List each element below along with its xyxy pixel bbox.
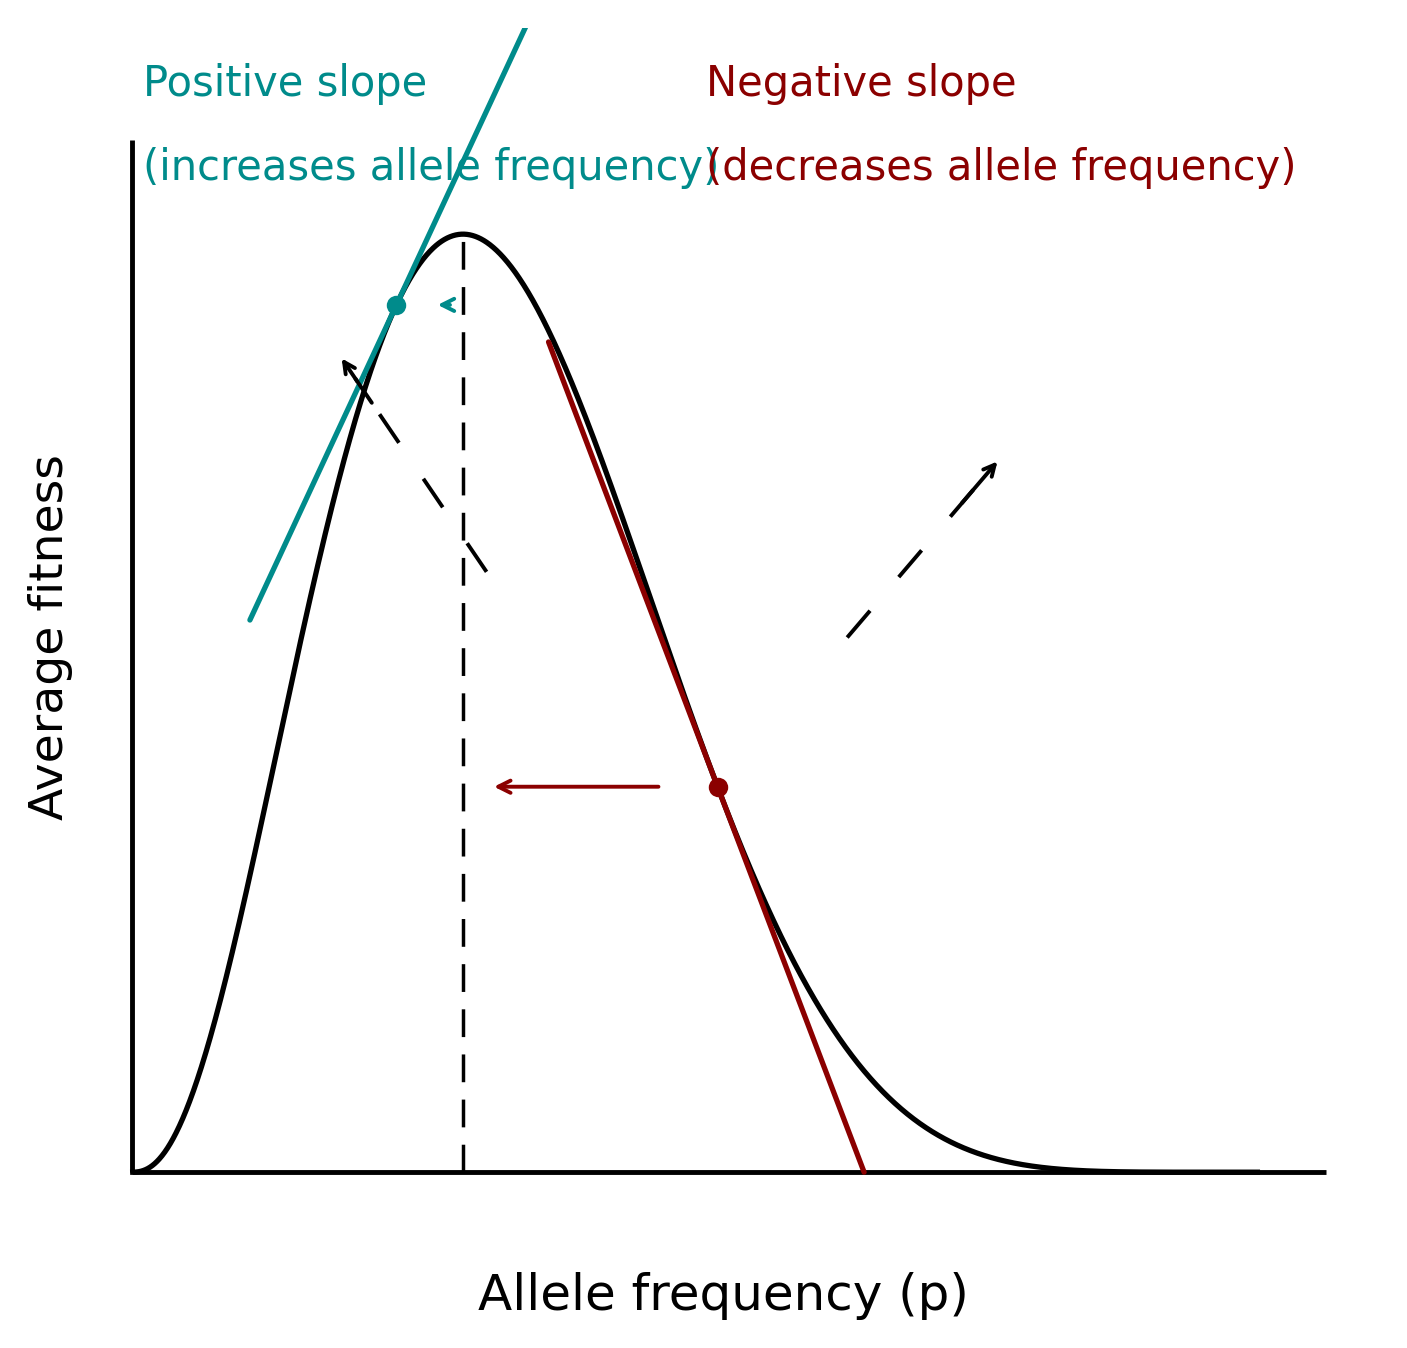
Text: (decreases allele frequency): (decreases allele frequency) — [706, 147, 1297, 190]
Y-axis label: Average fitness: Average fitness — [28, 454, 73, 821]
Text: (increases allele frequency): (increases allele frequency) — [144, 147, 719, 190]
Text: Negative slope: Negative slope — [706, 63, 1017, 105]
Text: Positive slope: Positive slope — [144, 63, 428, 105]
X-axis label: Allele frequency (p): Allele frequency (p) — [478, 1273, 968, 1320]
